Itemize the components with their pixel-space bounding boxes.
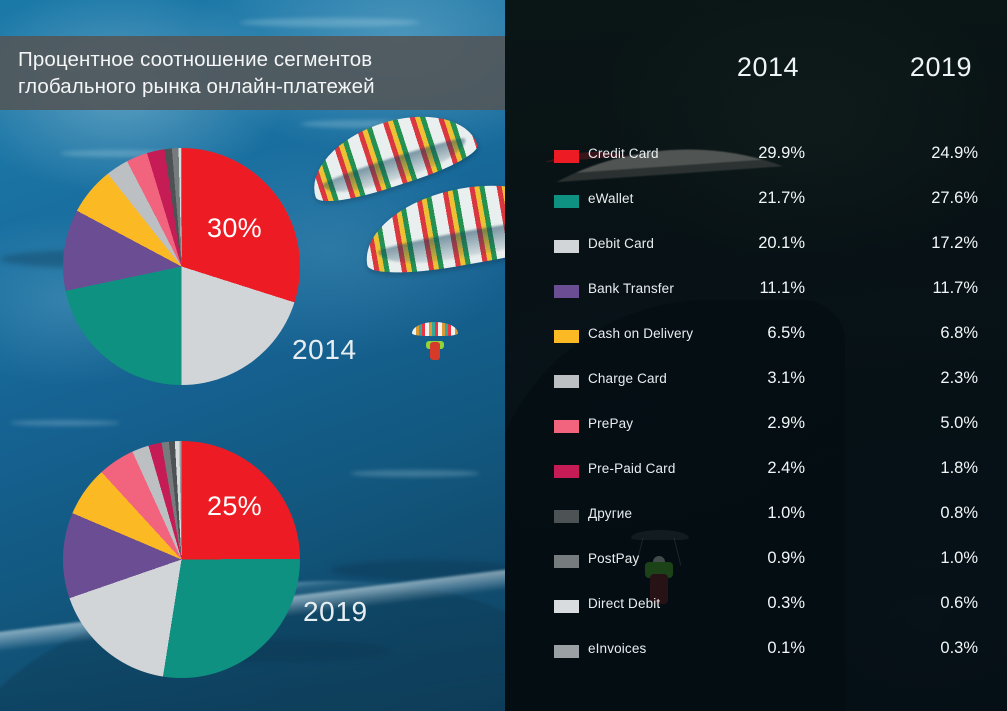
legend-row[interactable]: PrePay 2.9% 5.0% — [505, 412, 1007, 442]
column-header-2019: 2019 — [909, 52, 972, 82]
pie-chart-2014 — [63, 148, 300, 385]
title-bar: Процентное соотношение сегментов глобаль… — [0, 36, 528, 110]
legend-color-swatch — [554, 420, 579, 433]
legend-color-swatch — [554, 645, 579, 658]
legend-value-2019: 11.7% — [932, 279, 978, 297]
legend-value-2014: 0.3% — [767, 594, 805, 612]
legend-item-label: eInvoices — [588, 641, 647, 656]
legend-color-swatch — [554, 510, 579, 523]
legend-color-swatch — [554, 150, 579, 163]
legend-row[interactable]: Другие 1.0% 0.8% — [505, 502, 1007, 532]
legend-color-swatch — [554, 285, 579, 298]
paraglider-pilot — [412, 322, 458, 362]
legend-color-swatch — [554, 465, 579, 478]
legend-value-2019: 17.2% — [931, 234, 978, 252]
legend-item-label: Cash on Delivery — [588, 326, 694, 341]
pie-year-label-2019: 2019 — [303, 596, 368, 627]
legend-color-swatch — [554, 375, 579, 388]
legend-color-swatch — [554, 195, 579, 208]
legend-value-2014: 11.1% — [759, 279, 805, 297]
legend-item-label: PostPay — [588, 551, 640, 566]
legend-value-2014: 3.1% — [767, 369, 805, 387]
legend-item-label: Bank Transfer — [588, 281, 674, 296]
legend-value-2019: 1.8% — [940, 459, 978, 477]
page-title: Процентное соотношение сегментов глобаль… — [18, 47, 375, 98]
legend-value-2014: 0.1% — [767, 639, 805, 657]
legend-item-label: Credit Card — [588, 146, 659, 161]
legend-value-2019: 27.6% — [931, 189, 978, 207]
pie-center-label-2014: 30% — [207, 213, 262, 243]
legend-row[interactable]: Pre-Paid Card 2.4% 1.8% — [505, 457, 1007, 487]
legend-item-label: eWallet — [588, 191, 634, 206]
pie-year-label-2014: 2014 — [292, 334, 357, 365]
legend-value-2014: 2.9% — [767, 414, 805, 432]
legend-item-label: Другие — [588, 506, 633, 521]
pie-chart-2019 — [63, 441, 300, 678]
legend-row[interactable]: eInvoices 0.1% 0.3% — [505, 637, 1007, 667]
legend-row[interactable]: Direct Debit 0.3% 0.6% — [505, 592, 1007, 622]
legend-value-2019: 5.0% — [940, 414, 978, 432]
legend-row[interactable]: Charge Card 3.1% 2.3% — [505, 367, 1007, 397]
legend-color-swatch — [554, 240, 579, 253]
right-panel-scrim — [505, 0, 1007, 711]
legend-value-2014: 29.9% — [758, 144, 805, 162]
legend-value-2014: 21.7% — [758, 189, 805, 207]
legend-row[interactable]: Debit Card 20.1% 17.2% — [505, 232, 1007, 262]
legend-value-2019: 0.8% — [940, 504, 978, 522]
column-header-2014: 2014 — [736, 52, 799, 82]
legend-color-swatch — [554, 330, 579, 343]
right-panel — [505, 0, 1007, 711]
legend-value-2019: 2.3% — [940, 369, 978, 387]
legend-row[interactable]: Bank Transfer 11.1% 11.7% — [505, 277, 1007, 307]
legend-value-2014: 20.1% — [758, 234, 805, 252]
legend-value-2014: 6.5% — [767, 324, 805, 342]
legend-item-label: Pre-Paid Card — [588, 461, 676, 476]
legend-row[interactable]: eWallet 21.7% 27.6% — [505, 187, 1007, 217]
legend-value-2019: 24.9% — [931, 144, 978, 162]
legend-color-swatch — [554, 600, 579, 613]
legend-value-2014: 0.9% — [767, 549, 805, 567]
legend-table: 2014 2019 Credit Card 29.9% 24.9% eWallet 21… — [505, 0, 1007, 711]
legend-value-2014: 2.4% — [767, 459, 805, 477]
legend-value-2019: 0.3% — [940, 639, 978, 657]
legend-item-label: Direct Debit — [588, 596, 661, 611]
legend-value-2019: 0.6% — [940, 594, 978, 612]
legend-row[interactable]: Credit Card 29.9% 24.9% — [505, 142, 1007, 172]
legend-value-2019: 6.8% — [940, 324, 978, 342]
legend-value-2014: 1.0% — [767, 504, 805, 522]
pie-center-label-2019: 25% — [207, 491, 262, 521]
legend-row[interactable]: PostPay 0.9% 1.0% — [505, 547, 1007, 577]
legend-item-label: Charge Card — [588, 371, 667, 386]
legend-color-swatch — [554, 555, 579, 568]
legend-row[interactable]: Cash on Delivery 6.5% 6.8% — [505, 322, 1007, 352]
legend-value-2019: 1.0% — [940, 549, 978, 567]
legend-item-label: PrePay — [588, 416, 634, 431]
legend-item-label: Debit Card — [588, 236, 655, 251]
